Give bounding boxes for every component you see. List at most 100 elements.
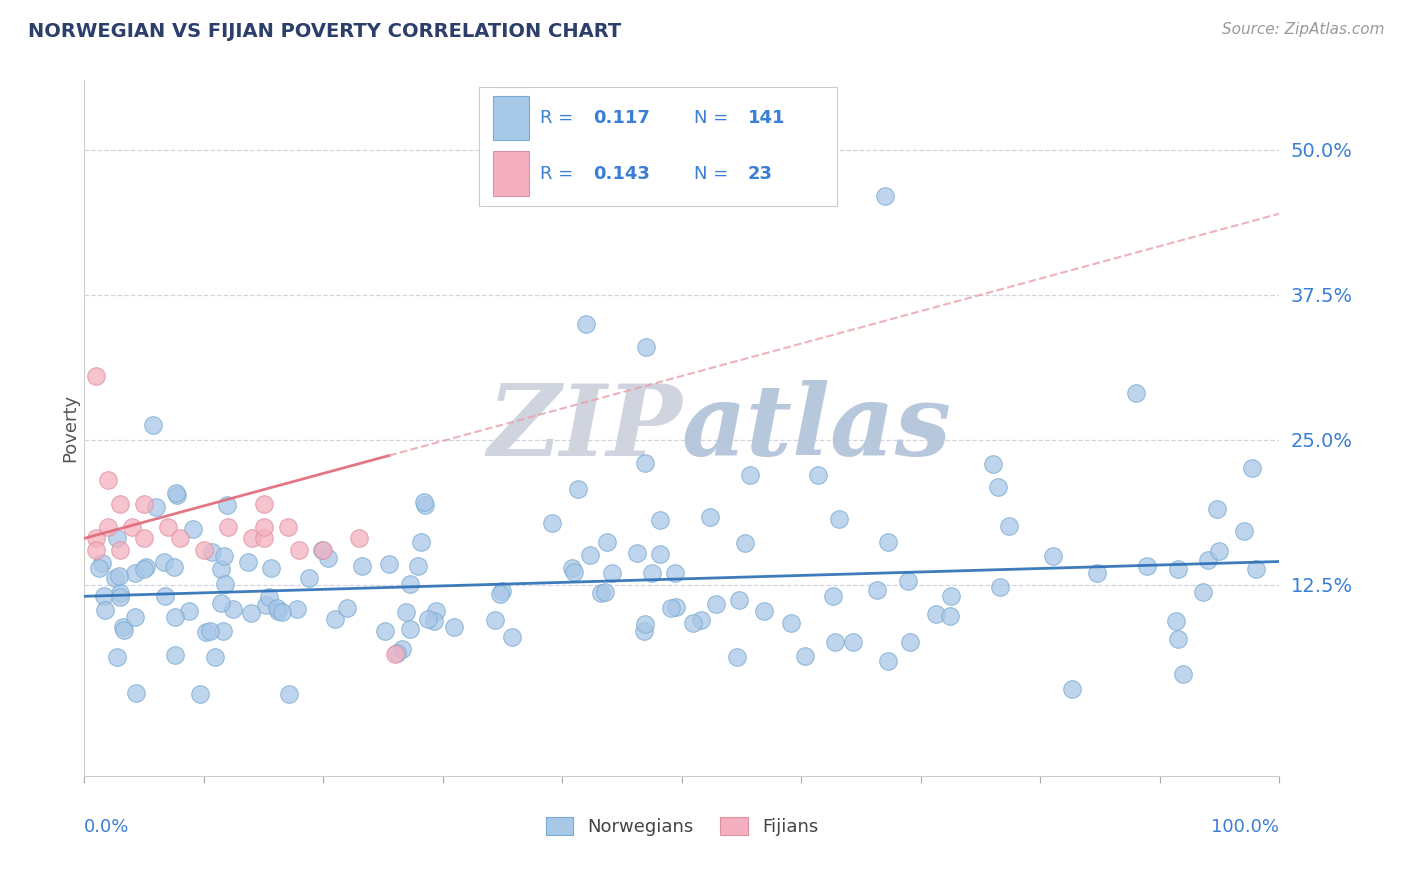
- Point: [193, 542, 215, 557]
- Point: [633, 624, 655, 639]
- Text: Source: ZipAtlas.com: Source: ZipAtlas.com: [1222, 22, 1385, 37]
- Point: [169, 532, 191, 546]
- Point: [734, 536, 756, 550]
- Point: [212, 549, 235, 563]
- Point: [204, 650, 226, 665]
- Point: [214, 577, 236, 591]
- Point: [165, 648, 187, 663]
- Point: [194, 624, 217, 639]
- Point: [165, 485, 187, 500]
- Point: [422, 614, 444, 628]
- Point: [86, 532, 108, 546]
- Point: [240, 532, 263, 546]
- Point: [217, 519, 239, 533]
- Point: [560, 561, 582, 575]
- Point: [209, 596, 232, 610]
- Point: [938, 609, 960, 624]
- Point: [86, 369, 108, 384]
- Point: [125, 685, 148, 699]
- Point: [1241, 461, 1264, 475]
- Point: [591, 585, 613, 599]
- Point: [277, 519, 299, 533]
- Point: [209, 562, 232, 576]
- Point: [163, 559, 186, 574]
- Point: [179, 604, 201, 618]
- Point: [105, 650, 128, 665]
- Point: [925, 607, 948, 621]
- Point: [484, 613, 506, 627]
- Point: [413, 495, 436, 509]
- Point: [124, 610, 146, 624]
- Point: [398, 622, 420, 636]
- Point: [579, 549, 602, 563]
- Point: [987, 479, 1010, 493]
- Point: [725, 650, 748, 665]
- Point: [575, 317, 598, 331]
- Point: [142, 417, 165, 432]
- Point: [704, 597, 727, 611]
- Point: [876, 534, 898, 549]
- Point: [104, 571, 127, 585]
- Point: [94, 603, 117, 617]
- Point: [124, 566, 146, 581]
- Point: [1171, 666, 1194, 681]
- Point: [491, 584, 513, 599]
- Point: [253, 519, 276, 533]
- Point: [1085, 566, 1108, 580]
- Point: [659, 600, 682, 615]
- Point: [105, 531, 128, 545]
- Text: ZIP: ZIP: [486, 380, 682, 476]
- Point: [998, 519, 1021, 533]
- Point: [378, 557, 401, 571]
- Point: [110, 496, 132, 510]
- Point: [633, 456, 655, 470]
- Point: [288, 542, 311, 557]
- Point: [336, 600, 359, 615]
- Point: [941, 590, 963, 604]
- Point: [153, 555, 176, 569]
- Point: [411, 534, 433, 549]
- Point: [270, 606, 292, 620]
- Point: [425, 604, 447, 618]
- Point: [828, 512, 851, 526]
- Point: [110, 585, 132, 599]
- Point: [595, 535, 617, 549]
- Text: NORWEGIAN VS FIJIAN POVERTY CORRELATION CHART: NORWEGIAN VS FIJIAN POVERTY CORRELATION …: [28, 22, 621, 41]
- Point: [188, 687, 211, 701]
- Point: [166, 488, 188, 502]
- Point: [877, 654, 900, 668]
- Y-axis label: Poverty: Poverty: [62, 394, 80, 462]
- Point: [163, 610, 186, 624]
- Point: [648, 547, 671, 561]
- Point: [155, 590, 177, 604]
- Point: [501, 631, 523, 645]
- Point: [349, 532, 371, 546]
- Point: [541, 516, 564, 530]
- Point: [385, 646, 408, 660]
- Point: [1244, 562, 1267, 576]
- Point: [107, 569, 129, 583]
- Point: [278, 687, 301, 701]
- Point: [201, 545, 224, 559]
- Point: [298, 571, 321, 585]
- Legend: Norwegians, Fijians: Norwegians, Fijians: [538, 810, 825, 844]
- Text: 100.0%: 100.0%: [1212, 818, 1279, 836]
- Point: [793, 648, 815, 663]
- Point: [395, 605, 418, 619]
- Point: [664, 566, 686, 581]
- Point: [593, 584, 616, 599]
- Point: [1042, 549, 1064, 564]
- Point: [1167, 632, 1189, 647]
- Point: [823, 589, 845, 603]
- Point: [690, 613, 713, 627]
- Point: [1197, 553, 1219, 567]
- Point: [682, 616, 704, 631]
- Point: [1208, 544, 1230, 558]
- Point: [266, 601, 288, 615]
- Point: [352, 559, 374, 574]
- Point: [217, 498, 239, 512]
- Point: [121, 519, 143, 533]
- Point: [898, 635, 921, 649]
- Point: [699, 510, 721, 524]
- Point: [236, 555, 259, 569]
